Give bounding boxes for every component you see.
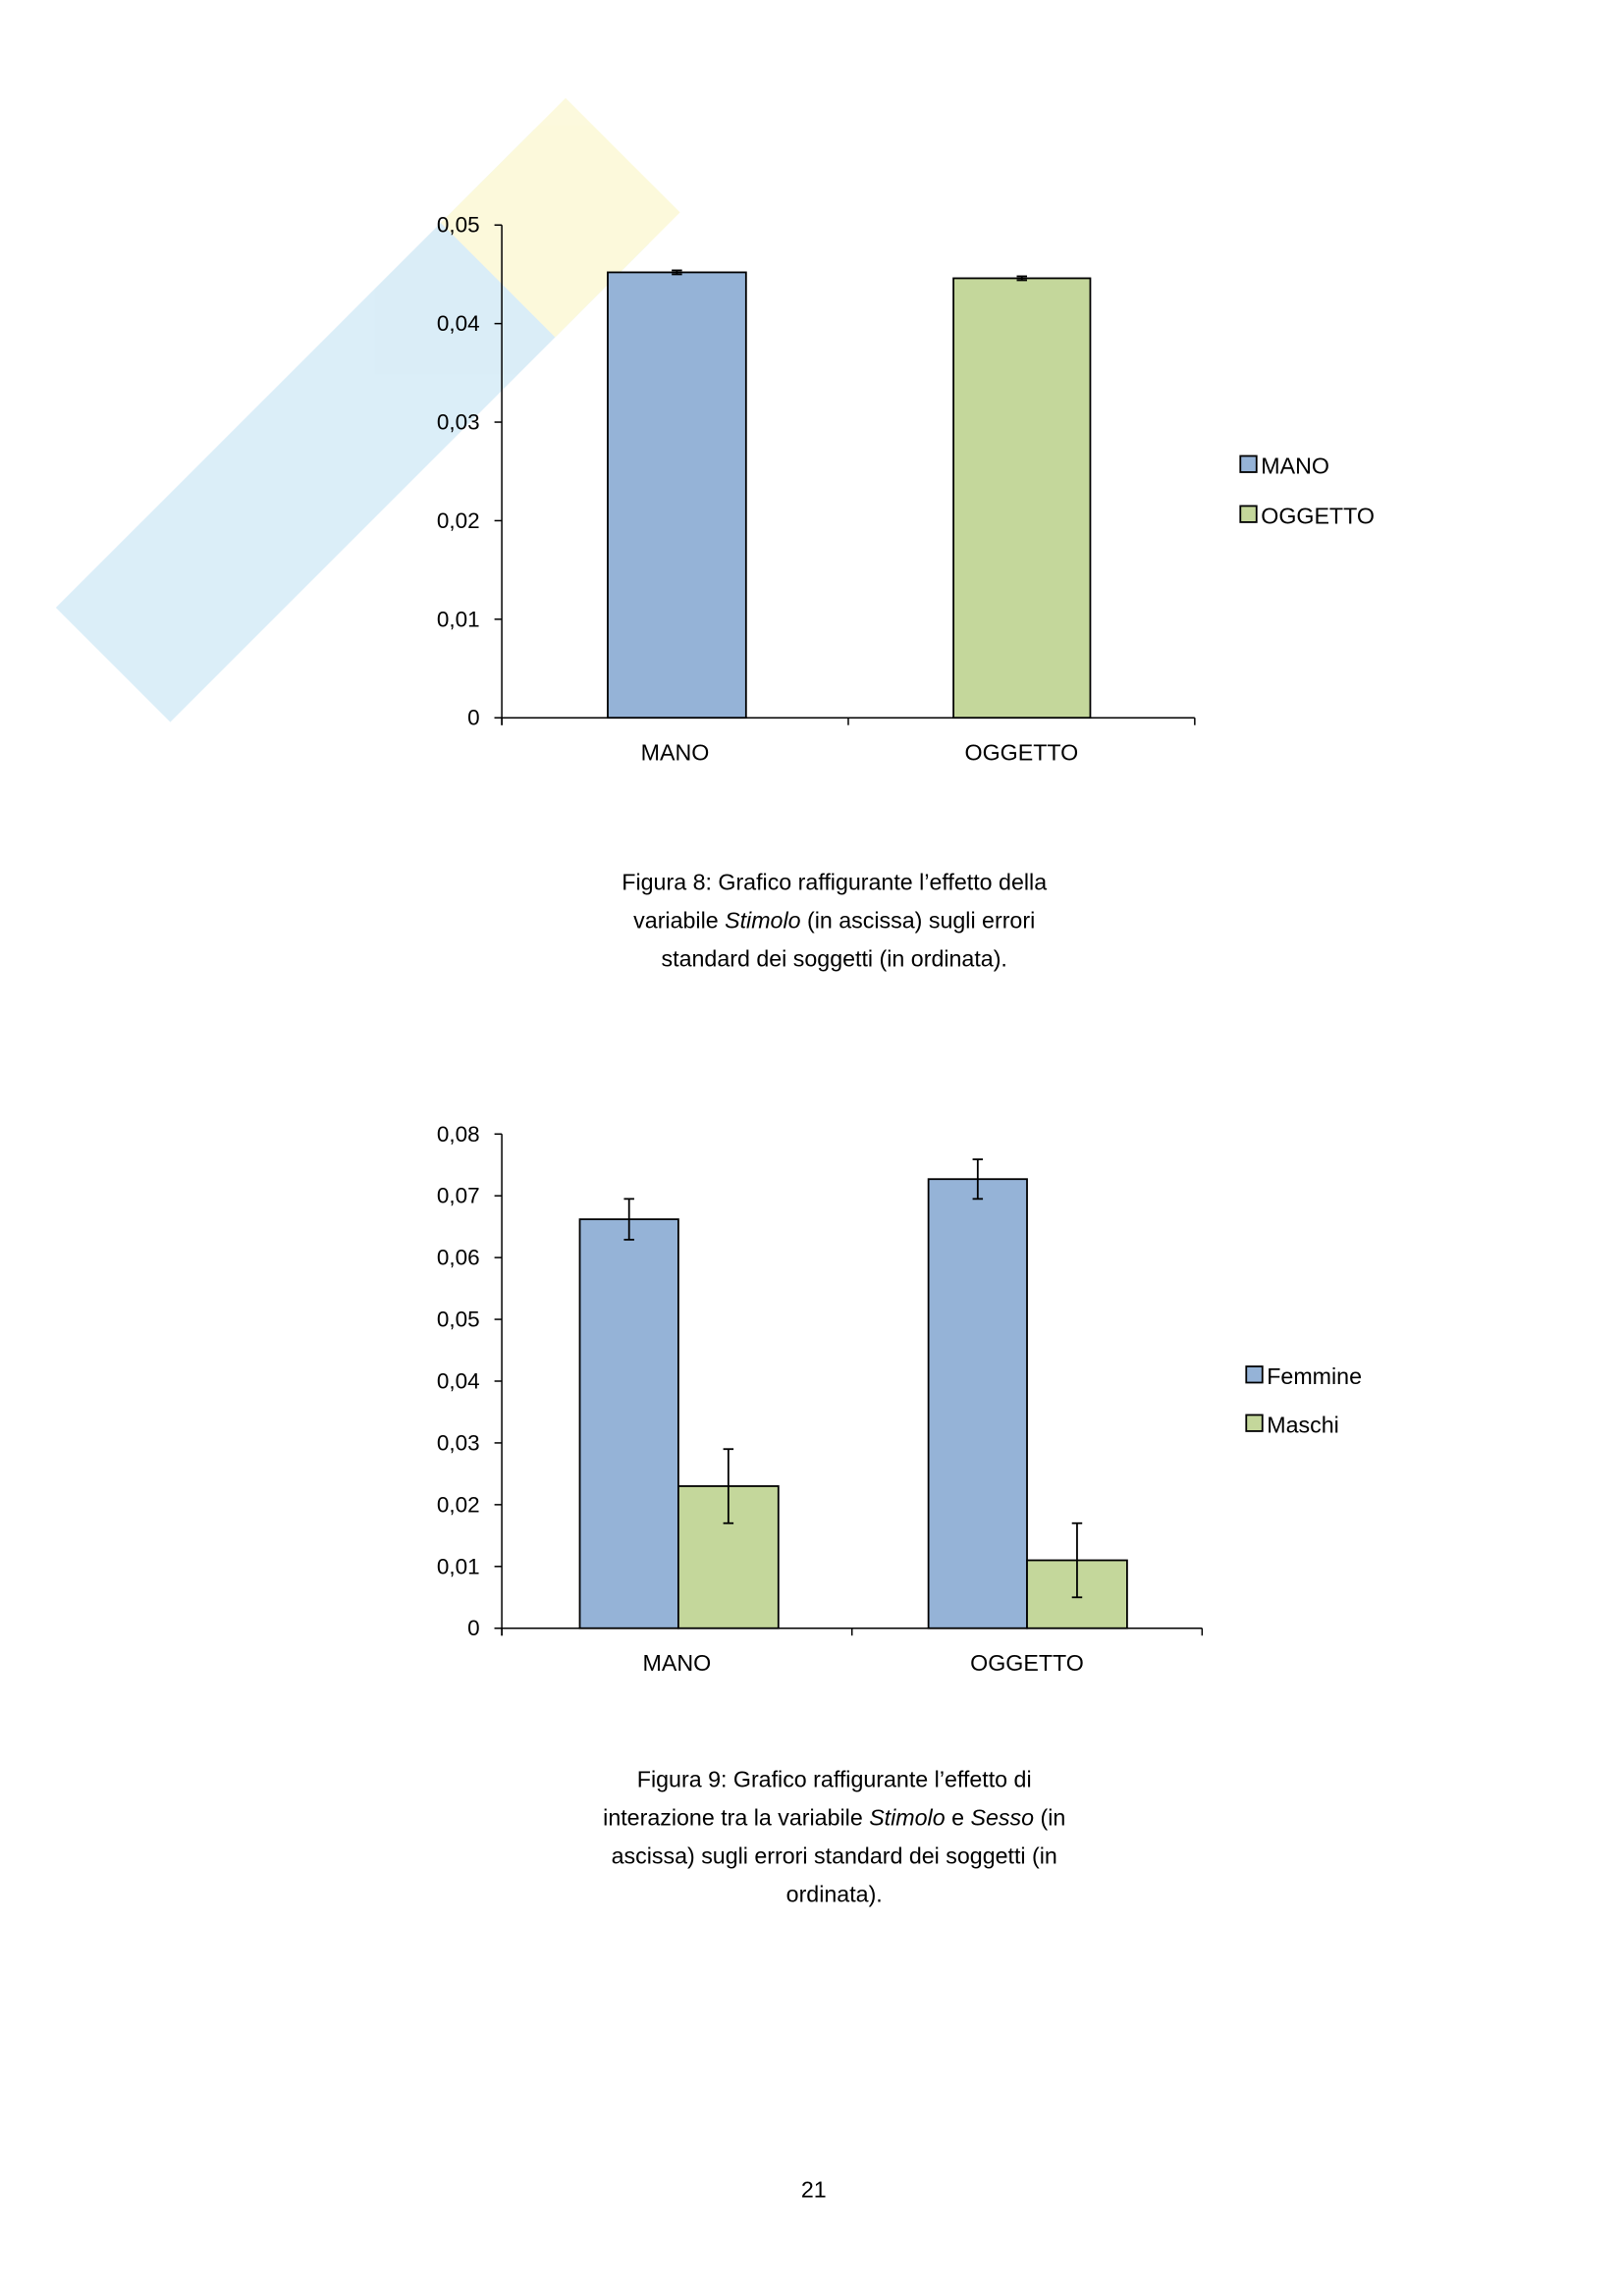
figure-8-chart: 0 0,01 0,02 0,03 0,04 0,05 MANO OGGETTO MANO OGGE… xyxy=(437,213,1375,766)
y-tick-label: 0 xyxy=(467,706,480,730)
caption-text: interazione tra la variabile xyxy=(603,1805,869,1831)
y-tick-label: 0,05 xyxy=(437,1308,480,1332)
y-tick-label: 0,07 xyxy=(437,1184,480,1208)
caption-line: ordinata). xyxy=(786,1881,883,1906)
x-tick-label: OGGETTO xyxy=(970,1650,1084,1676)
caption-text: standard dei soggetti (in ordinata). xyxy=(662,945,1007,971)
x-tick-label: MANO xyxy=(641,740,710,766)
legend-swatch xyxy=(1245,1365,1264,1384)
legend-label: Maschi xyxy=(1267,1412,1339,1437)
y-tick-label: 0,02 xyxy=(437,1492,480,1517)
caption-variable: Stimolo xyxy=(869,1805,946,1831)
caption-line: interazione tra la variabile Stimolo e S… xyxy=(603,1805,1065,1831)
x-tick-label: OGGETTO xyxy=(965,740,1079,766)
y-tick-label: 0,08 xyxy=(437,1122,480,1147)
caption-text: Figura 9: Grafico raffigurante l’effetto… xyxy=(637,1767,1032,1792)
caption-text: (in ascissa) sugli errori xyxy=(801,907,1036,933)
y-tick-label: 0,01 xyxy=(437,607,480,631)
legend-label: OGGETTO xyxy=(1261,503,1375,528)
caption-line: ascissa) sugli errori standard dei sogge… xyxy=(612,1842,1057,1868)
y-tick-label: 0,06 xyxy=(437,1246,480,1270)
bar-femmine-oggetto xyxy=(927,1178,1028,1629)
caption-text: ordinata). xyxy=(786,1881,883,1906)
x-tick-label: MANO xyxy=(643,1650,712,1676)
caption-text: variabile xyxy=(633,907,725,933)
watermark-accent xyxy=(440,97,680,338)
caption-text: ascissa) sugli errori standard dei sogge… xyxy=(612,1842,1057,1868)
caption-variable: Stimolo xyxy=(725,907,801,933)
y-tick-label: 0,05 xyxy=(437,213,480,238)
legend-swatch xyxy=(1245,1414,1264,1432)
caption-line: variabile Stimolo (in ascissa) sugli err… xyxy=(633,907,1035,933)
bar-mano-mano xyxy=(607,271,747,720)
caption-text: Figura 8: Grafico raffigurante l’effetto… xyxy=(622,870,1047,895)
watermark xyxy=(55,97,680,722)
y-tick-label: 0,02 xyxy=(437,508,480,533)
y-tick-label: 0 xyxy=(467,1616,480,1640)
caption-line: Figura 9: Grafico raffigurante l’effetto… xyxy=(637,1767,1032,1792)
figure-9-chart: 0 0,01 0,02 0,03 0,04 0,05 0,06 0,07 0,08 MANO OGG… xyxy=(437,1122,1362,1676)
y-tick-label: 0,03 xyxy=(437,410,480,435)
legend-label: MANO xyxy=(1261,453,1329,478)
figure-8-caption: Figura 8: Grafico raffigurante l’effetto… xyxy=(622,870,1047,972)
bar-femmine-mano xyxy=(578,1218,679,1629)
legend-swatch xyxy=(1239,505,1258,523)
page-number: 21 xyxy=(801,2177,827,2203)
caption-text: e xyxy=(946,1805,971,1831)
legend-swatch xyxy=(1239,454,1258,473)
legend-label: Femmine xyxy=(1267,1363,1362,1389)
watermark-band xyxy=(55,129,649,722)
y-tick-label: 0,04 xyxy=(437,311,480,336)
y-tick-label: 0,01 xyxy=(437,1554,480,1578)
figure-9-caption: Figura 9: Grafico raffigurante l’effetto… xyxy=(603,1767,1065,1907)
y-tick-label: 0,04 xyxy=(437,1368,480,1393)
bar-oggetto-oggetto xyxy=(952,277,1092,720)
y-tick-label: 0,03 xyxy=(437,1430,480,1455)
caption-text: (in xyxy=(1034,1805,1065,1831)
caption-line: Figura 8: Grafico raffigurante l’effetto… xyxy=(622,870,1047,895)
caption-variable: Sesso xyxy=(970,1805,1034,1831)
caption-line: standard dei soggetti (in ordinata). xyxy=(662,945,1007,971)
